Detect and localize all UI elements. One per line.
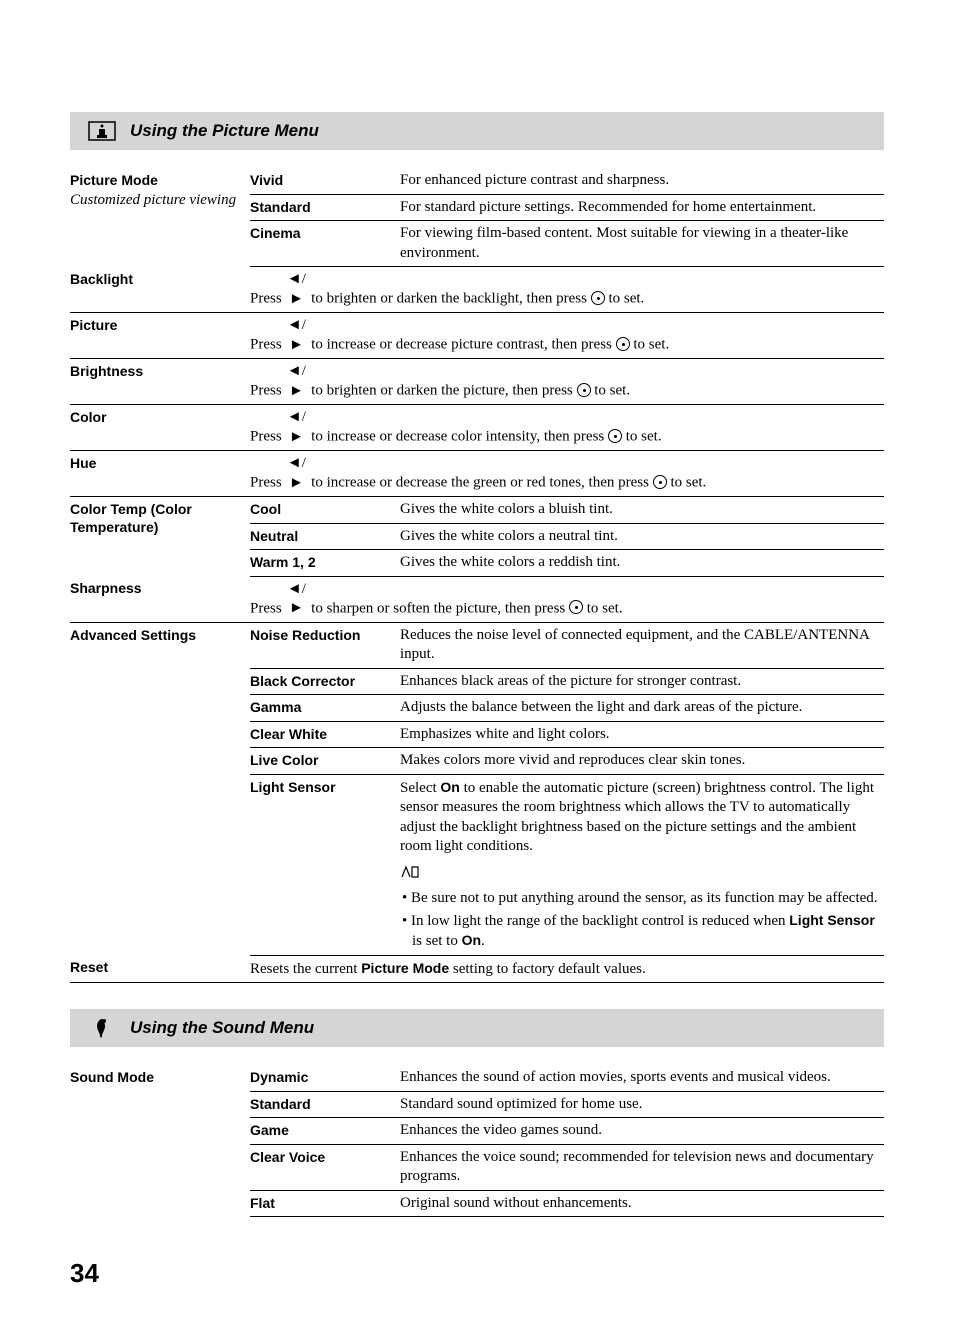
picture-desc: Press ◄/► to increase or decrease pictur… bbox=[250, 313, 884, 359]
colortemp-label: Color Temp (Color Temperature) bbox=[70, 497, 250, 577]
color-label: Color bbox=[70, 405, 250, 451]
hue-desc: Press ◄/► to increase or decrease the gr… bbox=[250, 451, 884, 497]
picture-menu-header: Using the Picture Menu bbox=[70, 112, 884, 150]
sound-settings-table: Sound Mode Dynamic Enhances the sound of… bbox=[70, 1065, 884, 1217]
desc-cinema: For viewing film-based content. Most sui… bbox=[400, 221, 884, 267]
hue-label: Hue bbox=[70, 451, 250, 497]
brightness-desc: Press ◄/► to brighten or darken the pict… bbox=[250, 359, 884, 405]
brightness-label: Brightness bbox=[70, 359, 250, 405]
desc-black: Enhances black areas of the picture for … bbox=[400, 668, 884, 695]
opt-cool: Cool bbox=[250, 497, 400, 524]
desc-sstandard: Standard sound optimized for home use. bbox=[400, 1091, 884, 1118]
picture-label: Picture bbox=[70, 313, 250, 359]
arrow-lr-icon: ◄/► bbox=[285, 580, 307, 619]
reset-label: Reset bbox=[70, 955, 250, 983]
enter-icon bbox=[616, 337, 630, 351]
advanced-label: Advanced Settings bbox=[70, 622, 250, 955]
desc-neutral: Gives the white colors a neutral tint. bbox=[400, 523, 884, 550]
picture-mode-label: Picture Mode Customized picture viewing bbox=[70, 168, 250, 267]
desc-lightsensor: Select On to enable the automatic pictur… bbox=[400, 774, 884, 955]
desc-standard: For standard picture settings. Recommend… bbox=[400, 194, 884, 221]
backlight-label: Backlight bbox=[70, 267, 250, 313]
note-1: Be sure not to put anything around the s… bbox=[400, 889, 878, 909]
desc-dynamic: Enhances the sound of action movies, spo… bbox=[400, 1065, 884, 1091]
opt-flat: Flat bbox=[250, 1190, 400, 1217]
desc-cool: Gives the white colors a bluish tint. bbox=[400, 497, 884, 524]
label-text: Picture Mode bbox=[70, 172, 158, 188]
enter-icon bbox=[653, 475, 667, 489]
opt-neutral: Neutral bbox=[250, 523, 400, 550]
soundmode-label: Sound Mode bbox=[70, 1065, 250, 1217]
desc-clearvoice: Enhances the voice sound; recommended fo… bbox=[400, 1144, 884, 1190]
desc-livecolor: Makes colors more vivid and reproduces c… bbox=[400, 748, 884, 775]
arrow-lr-icon: ◄/► bbox=[285, 454, 307, 493]
label-subtitle: Customized picture viewing bbox=[70, 191, 244, 211]
opt-game: Game bbox=[250, 1118, 400, 1145]
sound-menu-header: Using the Sound Menu bbox=[70, 1009, 884, 1047]
picture-menu-title: Using the Picture Menu bbox=[130, 120, 319, 142]
arrow-lr-icon: ◄/► bbox=[285, 270, 307, 309]
desc-warm: Gives the white colors a reddish tint. bbox=[400, 550, 884, 577]
color-desc: Press ◄/► to increase or decrease color … bbox=[250, 405, 884, 451]
sharpness-label: Sharpness bbox=[70, 576, 250, 622]
sound-menu-title: Using the Sound Menu bbox=[130, 1017, 314, 1039]
enter-icon bbox=[591, 291, 605, 305]
opt-black: Black Corrector bbox=[250, 668, 400, 695]
desc-noise: Reduces the noise level of connected equ… bbox=[400, 622, 884, 668]
opt-warm: Warm 1, 2 bbox=[250, 550, 400, 577]
opt-noise: Noise Reduction bbox=[250, 622, 400, 668]
picture-menu-icon bbox=[88, 120, 116, 142]
opt-lightsensor: Light Sensor bbox=[250, 774, 400, 955]
opt-gamma: Gamma bbox=[250, 695, 400, 722]
reset-desc: Resets the current Picture Mode setting … bbox=[250, 955, 884, 983]
desc-flat: Original sound without enhancements. bbox=[400, 1190, 884, 1217]
sound-menu-icon bbox=[88, 1017, 116, 1039]
arrow-lr-icon: ◄/► bbox=[285, 316, 307, 355]
desc-gamma: Adjusts the balance between the light an… bbox=[400, 695, 884, 722]
opt-dynamic: Dynamic bbox=[250, 1065, 400, 1091]
enter-icon bbox=[577, 383, 591, 397]
opt-clearvoice: Clear Voice bbox=[250, 1144, 400, 1190]
note-block: Be sure not to put anything around the s… bbox=[400, 865, 878, 952]
note-icon bbox=[400, 865, 422, 886]
opt-sstandard: Standard bbox=[250, 1091, 400, 1118]
arrow-lr-icon: ◄/► bbox=[285, 362, 307, 401]
opt-clearwhite: Clear White bbox=[250, 721, 400, 748]
arrow-lr-icon: ◄/► bbox=[285, 408, 307, 447]
backlight-desc: Press ◄/► to brighten or darken the back… bbox=[250, 267, 884, 313]
opt-standard: Standard bbox=[250, 194, 400, 221]
desc-clearwhite: Emphasizes white and light colors. bbox=[400, 721, 884, 748]
opt-vivid: Vivid bbox=[250, 168, 400, 194]
opt-livecolor: Live Color bbox=[250, 748, 400, 775]
note-2: In low light the range of the backlight … bbox=[400, 911, 878, 952]
desc-vivid: For enhanced picture contrast and sharpn… bbox=[400, 168, 884, 194]
enter-icon bbox=[608, 429, 622, 443]
opt-cinema: Cinema bbox=[250, 221, 400, 267]
enter-icon bbox=[569, 600, 583, 614]
picture-settings-table: Picture Mode Customized picture viewing … bbox=[70, 168, 884, 983]
page-number: 34 bbox=[70, 1257, 884, 1291]
desc-game: Enhances the video games sound. bbox=[400, 1118, 884, 1145]
sharpness-desc: Press ◄/► to sharpen or soften the pictu… bbox=[250, 576, 884, 622]
